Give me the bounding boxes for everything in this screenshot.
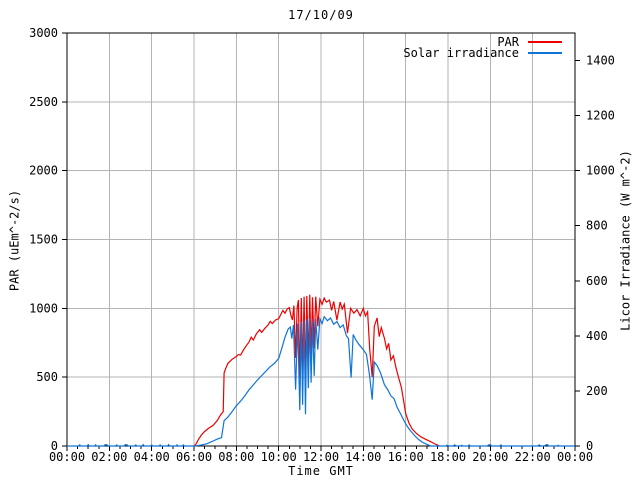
x-tick-label: 08:00 [218, 450, 254, 464]
legend: PAR Solar irradiance [403, 34, 562, 60]
y-right-tick-label: 200 [586, 384, 608, 398]
axes [62, 32, 580, 451]
par-line-swatch [528, 40, 562, 43]
y-right-tick-label: 800 [586, 219, 608, 233]
y-left-tick-label: 2000 [29, 164, 58, 178]
series-solar-irradiance [67, 315, 575, 447]
x-axis-label: Time GMT [288, 464, 354, 478]
y-left-tick-label: 0 [51, 439, 58, 453]
x-tick-label: 16:00 [388, 450, 424, 464]
y-left-tick-label: 2500 [29, 95, 58, 109]
y-right-tick-label: 1000 [586, 164, 615, 178]
x-tick-label: 12:00 [303, 450, 339, 464]
y-right-tick-label: 1200 [586, 109, 615, 123]
x-tick-label: 18:00 [430, 450, 466, 464]
y-left-tick-label: 500 [36, 370, 58, 384]
y-axis-label-right: Licor Irradiance (W m^-2) [618, 150, 633, 331]
y-right-tick-label: 400 [586, 329, 608, 343]
solar-irradiance-line-swatch [528, 51, 562, 54]
gridlines [67, 33, 575, 446]
y-right-tick-label: 600 [586, 274, 608, 288]
y-left-tick-label: 3000 [29, 26, 58, 40]
legend-label-par: PAR [497, 34, 519, 49]
y-axis-label-left: PAR (uEm^-2/s) [7, 189, 22, 292]
legend-row-solar-irradiance: Solar irradiance [403, 45, 562, 60]
y-right-tick-label: 1400 [586, 54, 615, 68]
x-tick-label: 14:00 [345, 450, 381, 464]
x-tick-label: 02:00 [91, 450, 127, 464]
legend-row-par: PAR [403, 34, 562, 49]
x-tick-label: 00:00 [49, 450, 85, 464]
chart-title: 17/10/09 [288, 8, 354, 22]
x-tick-label: 04:00 [134, 450, 170, 464]
series-par [193, 294, 440, 447]
y-left-tick-label: 1500 [29, 233, 58, 247]
x-tick-label: 10:00 [261, 450, 297, 464]
x-tick-label: 22:00 [515, 450, 551, 464]
y-right-tick-label: 0 [586, 439, 593, 453]
x-tick-label: 20:00 [472, 450, 508, 464]
x-tick-label: 00:00 [557, 450, 593, 464]
x-tick-label: 06:00 [176, 450, 212, 464]
y-left-tick-label: 1000 [29, 301, 58, 315]
legend-label-solar-irradiance: Solar irradiance [403, 45, 519, 60]
